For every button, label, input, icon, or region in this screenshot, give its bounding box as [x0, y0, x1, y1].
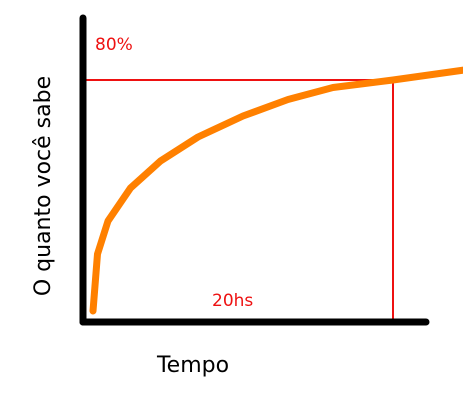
x-axis-label: Tempo: [156, 353, 229, 378]
series-line-0: [89, 66, 463, 315]
series-layer: [89, 66, 463, 315]
y-axis-label: O quanto você sabe: [31, 76, 56, 296]
axes: [79, 14, 430, 326]
reference-y-label: 80%: [95, 35, 133, 55]
reference-lines: [86, 79, 394, 320]
reference-x-label: 20hs: [212, 291, 253, 311]
